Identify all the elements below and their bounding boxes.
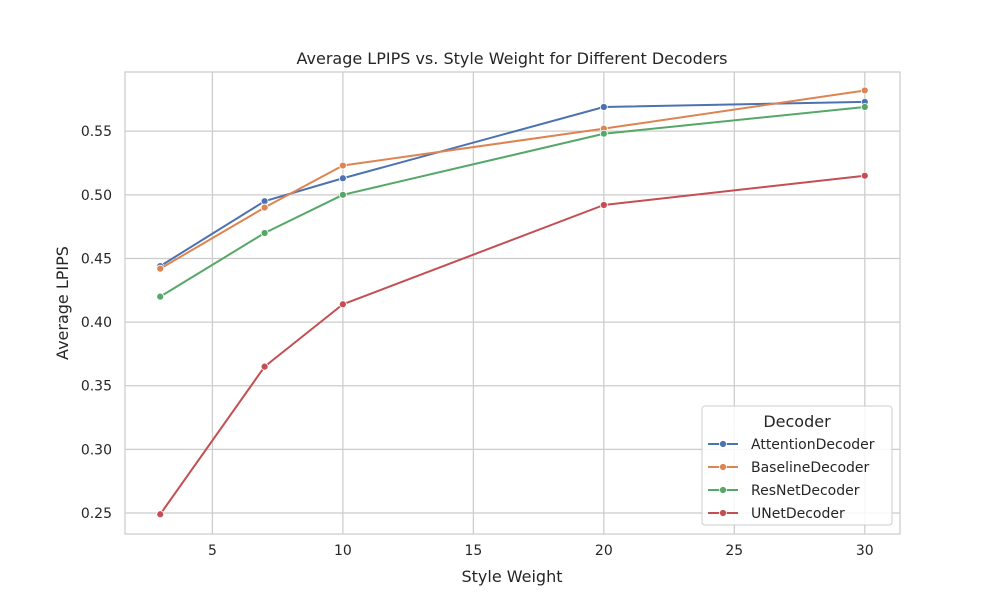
data-point-resnetdecoder: [599, 129, 608, 138]
y-tick-label: 0.55: [81, 124, 112, 140]
y-tick-labels: 0.25 0.30 0.35 0.40 0.45 0.50 0.55: [81, 124, 112, 522]
data-point-unetdecoder: [599, 201, 608, 209]
series-line-attentiondecoder: [159, 100, 865, 267]
legend-items: AttentionDecoder BaselineDecoder ResNetDec…: [708, 437, 875, 522]
legend-swatch-marker: [719, 509, 727, 517]
chart-title: Average LPIPS vs. Style Weight for Diffe…: [297, 49, 728, 68]
legend-label: ResNetDecoder: [751, 483, 860, 499]
data-point-unetdecoder: [338, 300, 347, 309]
y-tick-label: 0.35: [81, 379, 112, 395]
y-axis-label: Average LPIPS: [53, 246, 72, 360]
legend: Decoder AttentionDecoder BaselineDecoder R…: [701, 405, 893, 526]
x-tick-label: 10: [334, 543, 352, 559]
data-point-baselinedecoder: [156, 264, 165, 273]
series-attentiondecoder: [156, 98, 869, 270]
plot-frame: [124, 71, 901, 535]
series-group: [156, 86, 869, 519]
legend-swatch-marker: [719, 440, 727, 448]
legend-item-attentiondecoder: AttentionDecoder: [708, 437, 875, 453]
x-tick-label: 15: [464, 543, 482, 559]
legend-title: Decoder: [763, 412, 831, 431]
x-tick-label: 20: [595, 543, 613, 559]
y-tick-label: 0.40: [81, 315, 112, 331]
legend-swatch-marker: [719, 486, 727, 494]
legend-item-baselinedecoder: BaselineDecoder: [708, 460, 870, 476]
legend-item-resnetdecoder: ResNetDecoder: [708, 483, 860, 499]
data-point-resnetdecoder: [156, 292, 165, 301]
legend-label: UNetDecoder: [751, 506, 845, 522]
data-point-baselinedecoder: [260, 203, 269, 212]
legend-label: BaselineDecoder: [751, 460, 870, 476]
legend-box: [701, 405, 893, 526]
data-point-unetdecoder: [156, 510, 165, 519]
data-point-baselinedecoder: [338, 161, 347, 170]
data-point-resnetdecoder: [860, 103, 869, 111]
legend-item-unetdecoder: UNetDecoder: [708, 506, 845, 522]
data-point-resnetdecoder: [338, 190, 347, 199]
data-point-unetdecoder: [260, 362, 269, 371]
data-point-attentiondecoder: [260, 197, 269, 206]
x-tick-label: 30: [856, 543, 874, 559]
x-tick-labels: 5 10 15 20 25 30: [208, 543, 874, 559]
y-tick-label: 0.25: [81, 506, 112, 522]
data-point-attentiondecoder: [599, 103, 608, 111]
x-axis-label: Style Weight: [461, 567, 562, 586]
data-point-attentiondecoder: [338, 174, 347, 183]
x-tick-label: 5: [208, 543, 217, 559]
data-point-unetdecoder: [860, 171, 869, 180]
legend-label: AttentionDecoder: [751, 437, 875, 453]
y-tick-label: 0.45: [81, 251, 112, 267]
legend-swatch-marker: [719, 463, 727, 471]
series-baselinedecoder: [156, 86, 869, 273]
y-tick-label: 0.50: [81, 188, 112, 204]
series-resnetdecoder: [156, 103, 869, 301]
series-unetdecoder: [156, 171, 869, 519]
data-point-resnetdecoder: [260, 229, 269, 237]
y-tick-label: 0.30: [81, 442, 112, 458]
data-point-baselinedecoder: [860, 86, 869, 95]
x-tick-label: 25: [725, 543, 743, 559]
